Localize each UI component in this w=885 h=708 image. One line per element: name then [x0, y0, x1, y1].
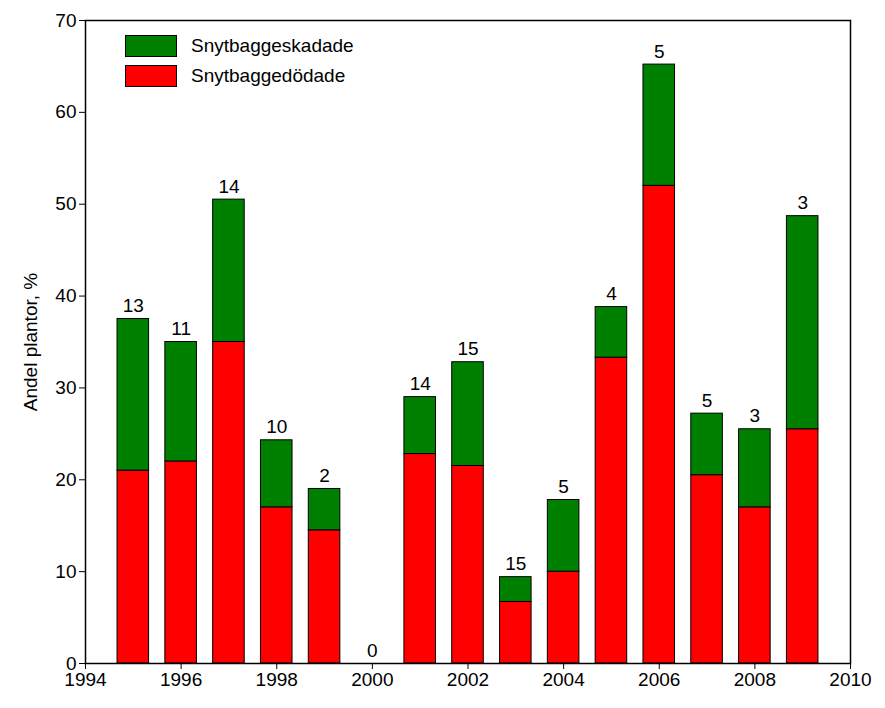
svg-text:10: 10	[266, 416, 287, 437]
svg-text:15: 15	[457, 338, 478, 359]
svg-text:5: 5	[558, 476, 569, 497]
svg-text:2004: 2004	[542, 669, 585, 690]
svg-text:1998: 1998	[256, 669, 298, 690]
svg-text:2000: 2000	[351, 669, 393, 690]
svg-text:1994: 1994	[64, 669, 107, 690]
svg-text:5: 5	[654, 41, 665, 62]
svg-text:60: 60	[55, 101, 76, 122]
svg-text:2008: 2008	[734, 669, 776, 690]
svg-text:10: 10	[55, 561, 76, 582]
svg-text:40: 40	[55, 285, 76, 306]
html-text:Snytbaggedödade: Snytbaggedödade	[191, 65, 346, 86]
svg-text:14: 14	[218, 176, 240, 197]
svg-text:0: 0	[367, 640, 378, 661]
svg-text:3: 3	[797, 192, 808, 213]
svg-text:2: 2	[319, 465, 330, 486]
svg-text:30: 30	[55, 377, 76, 398]
svg-text:15: 15	[505, 553, 526, 574]
svg-text:5: 5	[702, 390, 713, 411]
svg-text:11: 11	[171, 318, 191, 339]
svg-text:3: 3	[750, 405, 761, 426]
svg-text:20: 20	[55, 469, 76, 490]
svg-text:4: 4	[606, 283, 617, 304]
svg-text:50: 50	[55, 193, 76, 214]
svg-text:14: 14	[410, 373, 432, 394]
svg-text:2006: 2006	[638, 669, 680, 690]
html-text:Snytbaggeskadade: Snytbaggeskadade	[191, 35, 354, 56]
svg-text:2010: 2010	[829, 669, 871, 690]
svg-text:13: 13	[123, 295, 144, 316]
svg-text:2002: 2002	[447, 669, 489, 690]
svg-text:70: 70	[55, 10, 76, 31]
svg-text:0: 0	[65, 652, 77, 674]
svg-text:1996: 1996	[160, 669, 202, 690]
svg-text:Andel plantor, %: Andel plantor, %	[20, 273, 41, 411]
